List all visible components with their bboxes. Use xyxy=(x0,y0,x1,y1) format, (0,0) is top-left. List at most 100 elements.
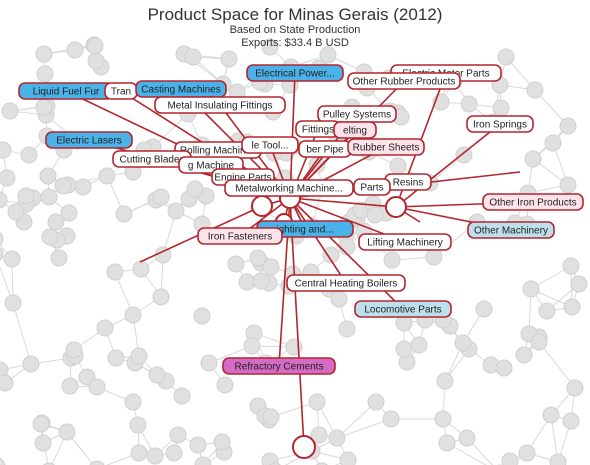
background-node xyxy=(310,426,328,444)
background-node xyxy=(495,359,513,377)
background-node xyxy=(146,447,164,465)
background-node xyxy=(425,248,443,266)
product-label-refractory-cements[interactable]: Refractory Cements xyxy=(222,357,336,375)
background-node xyxy=(130,444,148,462)
label-text: Parts xyxy=(360,183,383,194)
label-box xyxy=(224,179,354,197)
background-node xyxy=(328,429,346,447)
product-label-other-rubber-products[interactable]: Other Rubber Products xyxy=(347,72,461,90)
background-node xyxy=(559,176,577,194)
product-label-resins[interactable]: Resins xyxy=(384,173,432,191)
background-node xyxy=(330,290,348,308)
background-node xyxy=(319,46,337,64)
label-text: Fittings xyxy=(302,125,334,136)
label-box xyxy=(286,274,406,292)
product-label-melting[interactable]: elting xyxy=(333,121,377,139)
background-node xyxy=(35,45,53,63)
background-node xyxy=(497,48,515,66)
background-node xyxy=(65,341,83,359)
product-label-metal-insulating-fittings[interactable]: Metal Insulating Fittings xyxy=(154,96,286,114)
background-node xyxy=(173,387,191,405)
background-node xyxy=(40,188,58,206)
background-node xyxy=(107,349,125,367)
background-node xyxy=(39,167,57,185)
background-node xyxy=(285,338,303,356)
hub-node xyxy=(251,195,273,217)
background-node xyxy=(0,232,4,246)
background-node xyxy=(213,433,231,451)
product-label-parts[interactable]: Parts xyxy=(353,178,391,196)
label-box xyxy=(246,64,344,82)
background-node xyxy=(132,260,150,278)
node-labels: Electrical Power...Electric Motor PartsO… xyxy=(18,64,584,375)
background-node xyxy=(308,393,326,411)
background-node xyxy=(0,191,8,209)
product-label-other-machinery[interactable]: Other Machinery xyxy=(467,221,555,239)
background-edge xyxy=(0,266,14,304)
background-node xyxy=(169,426,187,444)
label-text: Liquid Fuel Fur xyxy=(33,87,100,98)
background-node xyxy=(458,429,476,447)
background-node xyxy=(167,202,185,220)
background-node xyxy=(563,298,581,316)
background-node xyxy=(522,280,540,298)
product-label-iron-springs[interactable]: Iron Springs xyxy=(466,115,534,133)
background-node xyxy=(32,415,50,433)
background-node xyxy=(152,288,170,306)
background-node xyxy=(455,146,473,164)
label-text: ighting and... xyxy=(276,225,333,236)
background-node xyxy=(0,374,14,392)
product-label-other-iron-products[interactable]: Other Iron Products xyxy=(482,193,584,211)
label-text: Iron Fasteners xyxy=(208,232,272,243)
background-edge xyxy=(336,418,392,439)
label-box xyxy=(347,72,461,90)
product-label-machine-tool[interactable]: le Tool... xyxy=(241,136,299,154)
product-label-locomotive-parts[interactable]: Locomotive Parts xyxy=(354,300,452,318)
hub-node xyxy=(385,196,407,218)
product-label-central-heating-boilers[interactable]: Central Heating Boilers xyxy=(286,274,406,292)
label-text: Iron Springs xyxy=(473,120,527,131)
label-box xyxy=(45,131,133,149)
background-node xyxy=(89,460,105,465)
product-label-pulley-systems[interactable]: Pulley Systems xyxy=(317,105,397,123)
background-node xyxy=(460,95,478,113)
background-node xyxy=(58,423,76,441)
background-node xyxy=(47,213,65,231)
product-label-rubber-pipes[interactable]: ber Pipe xyxy=(298,140,352,158)
background-node xyxy=(216,376,234,394)
product-label-tran[interactable]: Tran xyxy=(104,82,138,100)
product-label-rubber-sheets[interactable]: Rubber Sheets xyxy=(347,138,425,156)
background-node xyxy=(165,444,183,462)
background-node xyxy=(7,203,25,221)
background-node xyxy=(106,263,124,281)
background-node xyxy=(261,38,279,56)
hub-node xyxy=(292,435,316,459)
product-label-liquid-fuel-furnaces[interactable]: Liquid Fuel Fur xyxy=(18,82,114,100)
product-label-lifting-machinery[interactable]: Lifting Machinery xyxy=(358,233,452,251)
background-node xyxy=(366,206,384,224)
product-label-metalworking-machines[interactable]: Metalworking Machine... xyxy=(224,179,354,197)
product-label-electrical-power[interactable]: Electrical Power... xyxy=(246,64,344,82)
background-node xyxy=(60,204,78,222)
label-text: Resins xyxy=(393,178,424,189)
product-label-electric-lasers[interactable]: Electric Lasers xyxy=(45,131,133,149)
background-node xyxy=(454,334,472,352)
label-box xyxy=(333,121,377,139)
background-node xyxy=(96,319,114,337)
background-node xyxy=(124,393,142,411)
background-node xyxy=(189,436,207,454)
background-node xyxy=(530,333,548,351)
label-box xyxy=(222,357,336,375)
highlighted-edge xyxy=(289,197,305,448)
product-label-casting-machines[interactable]: Casting Machines xyxy=(135,80,227,98)
background-node xyxy=(200,354,218,372)
label-text: Locomotive Parts xyxy=(364,305,441,316)
label-box xyxy=(154,96,286,114)
label-text: Tran xyxy=(111,87,131,98)
label-text: Refractory Cements xyxy=(235,362,324,373)
background-node xyxy=(492,99,510,117)
product-label-iron-fasteners[interactable]: Iron Fasteners xyxy=(197,227,283,245)
exports-total: Exports: $33.4 B USD xyxy=(241,37,349,49)
background-node xyxy=(66,41,84,59)
